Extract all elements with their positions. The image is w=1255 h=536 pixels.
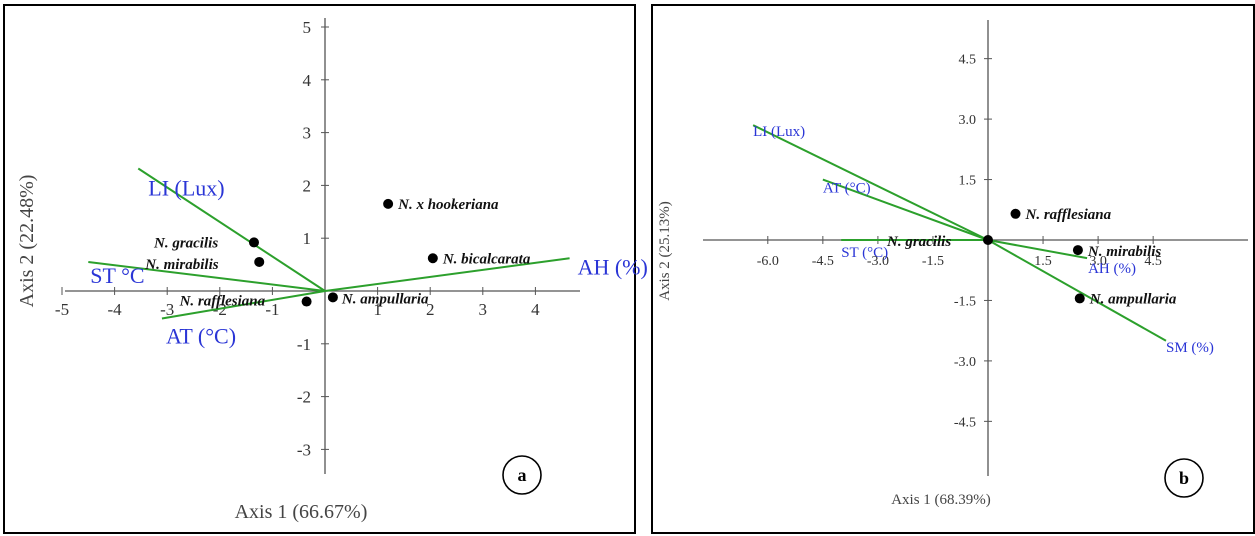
vector-label-sm: SM (%) <box>1166 340 1214 356</box>
species-label-n-gracilis: N. gracilis <box>153 235 218 251</box>
point-n-gracilis <box>983 235 993 245</box>
species-label-n-ampullaria: N. ampullaria <box>1089 291 1177 307</box>
y-tick-label: -4.5 <box>954 415 976 430</box>
vector-at-c <box>161 290 326 320</box>
vector-li-lux <box>752 124 989 241</box>
x-tick-label: 1.5 <box>1034 254 1052 269</box>
point-n-mirabilis <box>254 256 265 267</box>
vector-sm <box>987 239 1167 342</box>
species-label-n-bicalcarata: N. bicalcarata <box>442 251 531 267</box>
x-axis-title: Axis 1 (68.39%) <box>891 492 991 508</box>
species-label-n-ampullaria: N. ampullaria <box>341 291 429 307</box>
x-tick-label: -4 <box>108 300 123 319</box>
vector-label-li-lux: LI (Lux) <box>148 176 224 201</box>
x-tick-label: 2 <box>426 300 435 319</box>
vector-ah <box>324 257 570 292</box>
point-n-ampullaria <box>327 292 338 303</box>
vector-label-ah: AH (%) <box>1088 261 1136 277</box>
x-tick-label: 1 <box>373 300 382 319</box>
point-n-bicalcarata <box>427 253 438 264</box>
x-tick-label: 3.0 <box>1089 254 1107 269</box>
y-tick-label: 1 <box>303 229 312 248</box>
vector-at-c <box>822 178 989 241</box>
y-tick-label: 3 <box>303 124 312 143</box>
vector-li-lux <box>137 167 326 292</box>
point-n-mirabilis <box>1072 245 1083 256</box>
y-tick-label: -2 <box>297 388 311 407</box>
x-tick-label: 4.5 <box>1144 254 1162 269</box>
point-n-ampullaria <box>1074 293 1085 304</box>
x-tick-label: 4 <box>531 300 540 319</box>
species-label-n-rafflesiana: N. rafflesiana <box>1025 207 1112 223</box>
x-tick-label: -6.0 <box>757 254 779 269</box>
point-n-x-hookeriana <box>383 198 394 209</box>
vector-label-st-c: ST (°C) <box>841 245 888 261</box>
species-label-n-mirabilis: N. mirabilis <box>144 257 219 273</box>
x-tick-label: -3.0 <box>867 254 889 269</box>
y-axis-title: Axis 2 (25.13%) <box>657 201 673 301</box>
panel-badge-label: a <box>518 465 527 485</box>
x-tick-label: -5 <box>55 300 69 319</box>
vector-label-at-c: AT (°C) <box>823 181 871 197</box>
point-n-gracilis <box>248 237 259 248</box>
y-tick-label: -1.5 <box>954 294 976 309</box>
point-n-rafflesiana <box>301 296 312 307</box>
y-tick-label: 2 <box>303 176 312 195</box>
biplot-b: -6.0 -4.5 -3.0 -1.5 1.5 3.0 4.5 -4.5 -3.0 -1.5 1.5… <box>657 20 1248 508</box>
vector-label-ah: AH (%) <box>578 254 648 279</box>
y-tick-label: 1.5 <box>959 173 977 188</box>
x-axis-title: Axis 1 (66.67%) <box>235 501 368 523</box>
vector-label-li-lux: LI (Lux) <box>753 124 805 140</box>
chart-panel-b: -6.0 -4.5 -3.0 -1.5 1.5 3.0 4.5 -4.5 -3.0 -1.5 1.5… <box>651 4 1255 534</box>
y-tick-label: 5 <box>303 18 312 37</box>
panel-badge-label: b <box>1179 468 1189 488</box>
x-tick-label: -1.5 <box>922 254 944 269</box>
y-axis-title: Axis 2 (22.48%) <box>16 175 38 308</box>
panel-badge-circle <box>1164 458 1204 498</box>
vector-ah <box>987 239 1088 260</box>
vector-st-c <box>88 260 326 292</box>
vector-label-at-c: AT (°C) <box>166 323 236 348</box>
point-n-rafflesiana <box>1010 208 1021 219</box>
species-label-n-rafflesiana: N. rafflesiana <box>179 294 266 310</box>
panel-badge-circle <box>502 455 542 495</box>
y-tick-label: -1 <box>297 335 311 354</box>
x-tick-label: 3 <box>479 300 488 319</box>
y-tick-label: -3 <box>297 440 311 459</box>
x-tick-label: -3 <box>160 300 174 319</box>
y-tick-label: 3.0 <box>959 113 977 128</box>
y-tick-label: -3.0 <box>954 355 976 370</box>
species-label-n-x-hookeriana: N. x hookeriana <box>397 197 499 213</box>
x-tick-label: -1 <box>265 300 279 319</box>
y-tick-label: 4.5 <box>959 53 977 68</box>
species-label-n-mirabilis: N. mirabilis <box>1087 244 1162 260</box>
vector-label-st-c: ST °C <box>90 263 144 288</box>
x-tick-label: -4.5 <box>812 254 834 269</box>
y-tick-label: 4 <box>303 71 312 90</box>
species-label-n-gracilis: N. gracilis <box>886 234 951 250</box>
